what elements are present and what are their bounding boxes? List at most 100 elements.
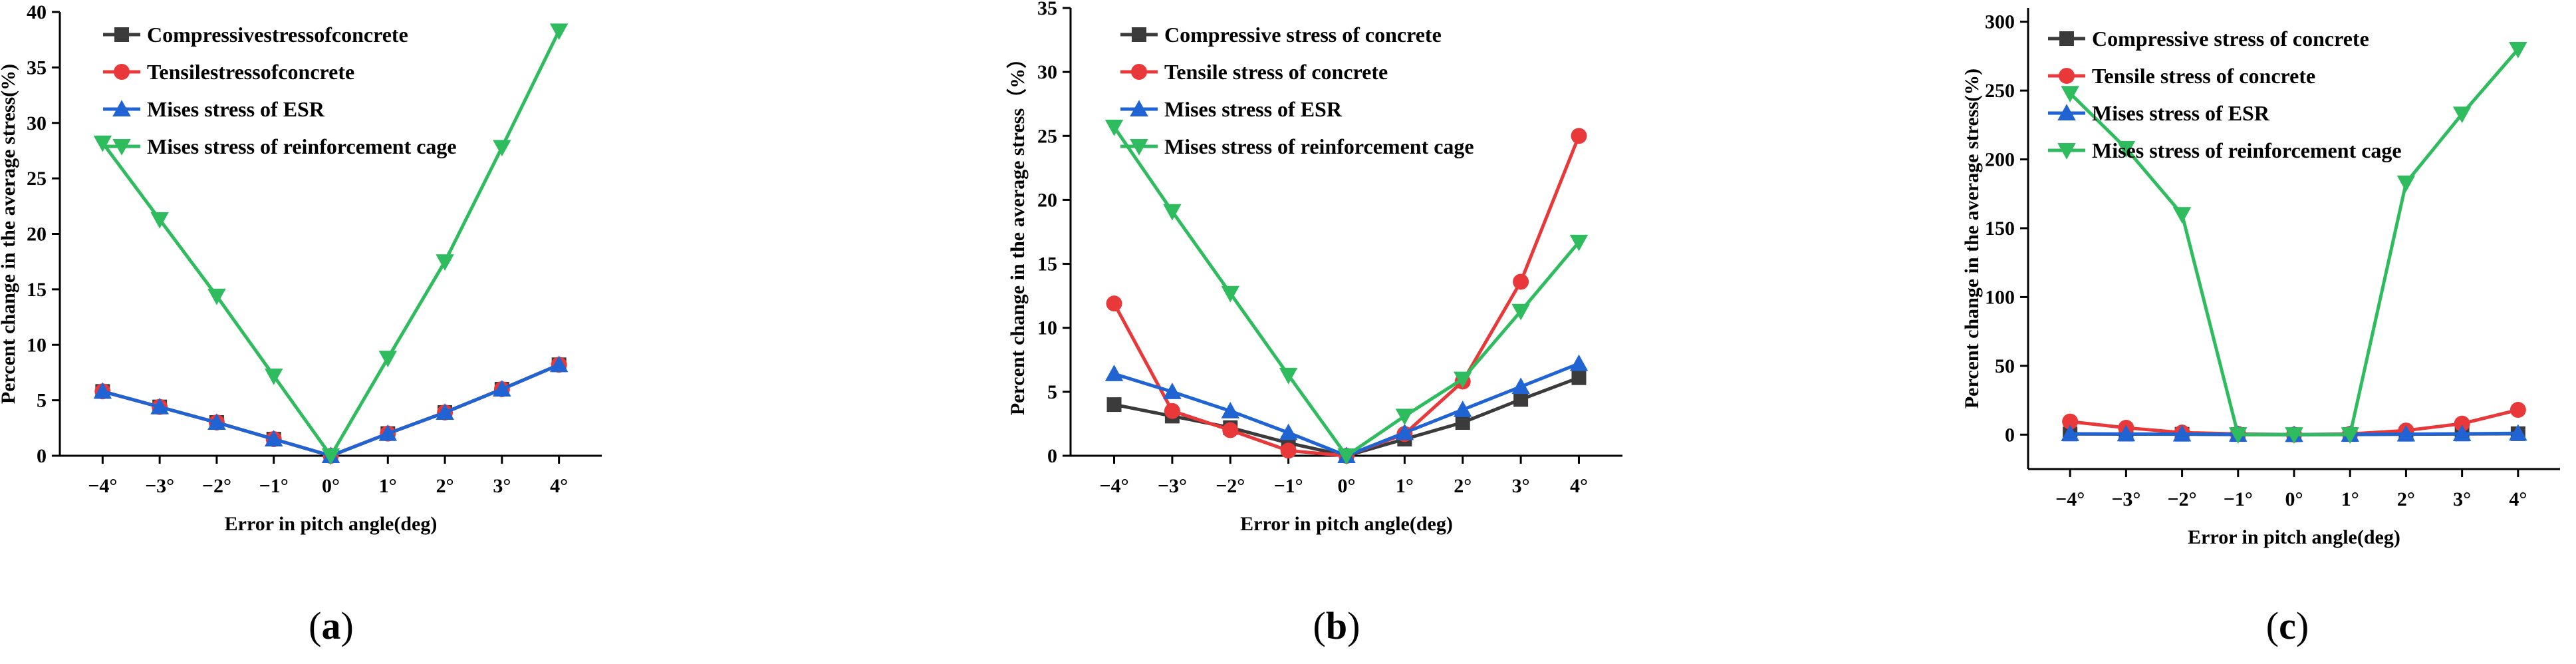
data-point-tensile: [1513, 273, 1529, 290]
caption-paren-open: (: [309, 604, 321, 647]
data-point-mises_cage: [1104, 119, 1124, 136]
data-point-mises_esr: [2117, 424, 2136, 442]
data-point-mises_esr: [436, 403, 454, 420]
x-tick-label: 4°: [1570, 475, 1588, 497]
chart-panel-a: 0 5 10 15 20 25 30 35 40 −4° −3° −2° −1° 0° 1° 2° 3° 4° Er…: [0, 1, 602, 647]
y-tick-label: 300: [1985, 11, 2015, 33]
panel-caption: (a): [309, 604, 354, 647]
series-tensile: [1106, 128, 1587, 464]
data-point-mises_cage: [436, 254, 454, 271]
legend-label: Tensile stress of concrete: [2092, 64, 2315, 88]
y-tick-label: 10: [1037, 317, 1057, 339]
legend-label: Mises stress of ESR: [1164, 97, 1343, 121]
x-tick-label: −2°: [1216, 475, 1245, 497]
data-point-mises_cage: [2117, 141, 2136, 158]
data-point-mises_esr: [1511, 377, 1530, 395]
y-tick-label: 15: [1037, 253, 1057, 275]
data-point-mises_esr: [549, 355, 569, 373]
legend-marker-compressive: [114, 27, 129, 42]
y-tick-label: 10: [27, 334, 47, 356]
series-mises_cage: [2061, 42, 2527, 444]
data-point-mises_cage: [2285, 427, 2303, 444]
data-point-mises_cage: [493, 140, 511, 157]
legend-marker-mises_esr: [1130, 100, 1148, 116]
x-tick-label: −3°: [1158, 475, 1187, 497]
x-tick-label: 3°: [1512, 475, 1530, 497]
x-tick-label: 2°: [436, 475, 454, 497]
legend-marker-tensile: [2059, 68, 2075, 84]
data-point-mises_cage: [2509, 42, 2527, 59]
y-tick-label: 0: [37, 445, 47, 467]
x-tick-label: −3°: [145, 475, 174, 497]
legend-label: Mises stress of reinforcement cage: [1164, 134, 1474, 158]
x-tick-label: 0°: [2285, 488, 2303, 510]
data-point-compressive: [1513, 392, 1529, 407]
panel-caption: (c): [2266, 604, 2309, 647]
y-tick-label: 20: [27, 224, 47, 246]
series-line-compressive: [1114, 376, 1580, 458]
legend: Compressive stress of concrete Tensile st…: [2048, 27, 2402, 162]
y-tick-label: 0: [2005, 424, 2015, 446]
y-axis-title: Percent change in the average stress(%): [0, 64, 19, 404]
data-point-mises_cage: [1569, 234, 1589, 251]
legend-label: Mises stress of ESR: [2092, 101, 2270, 125]
x-tick-label: −1°: [2224, 488, 2253, 510]
x-tick-label: −2°: [202, 475, 231, 497]
data-point-mises_cage: [1511, 303, 1530, 321]
legend-label: Tensile stress of concrete: [1164, 60, 1388, 84]
caption-letter: c: [2279, 604, 2296, 647]
legend-marker-mises_cage: [112, 139, 131, 156]
x-tick-label: −2°: [2168, 488, 2197, 510]
x-tick-label: 4°: [2509, 488, 2527, 510]
data-point-mises_esr: [264, 430, 283, 446]
y-tick-label: 25: [1037, 125, 1057, 147]
data-point-mises_cage: [264, 368, 283, 385]
x-tick-label: 2°: [2397, 488, 2415, 510]
x-tick-label: −4°: [2055, 488, 2085, 510]
data-point-mises_esr: [1279, 423, 1298, 440]
data-point-mises_cage: [2452, 106, 2472, 124]
data-point-mises_esr: [378, 424, 398, 441]
x-tick-label: 1°: [379, 475, 397, 497]
data-point-mises_esr: [1221, 401, 1240, 418]
data-point-mises_cage: [207, 288, 226, 305]
x-tick-label: −3°: [2111, 488, 2140, 510]
legend-label: Mises stress of reinforcement cage: [2092, 138, 2402, 162]
caption-paren-close: ): [1347, 604, 1360, 647]
legend-label: Mises stress of ESR: [147, 97, 325, 121]
series-line-mises_cage: [1112, 126, 1581, 458]
x-tick-label: 1°: [2341, 488, 2359, 510]
x-tick-label: 0°: [1338, 475, 1356, 497]
y-tick-label: 30: [27, 112, 47, 134]
data-point-tensile: [1106, 295, 1122, 312]
legend-marker-compressive: [1132, 27, 1146, 42]
x-axis-title: Error in pitch angle(deg): [225, 513, 438, 535]
data-point-mises_esr: [493, 380, 511, 397]
y-tick-label: 35: [1037, 0, 1057, 19]
data-point-compressive: [1106, 397, 1122, 413]
y-tick-label: 5: [1047, 381, 1057, 403]
x-tick-label: 4°: [550, 475, 568, 497]
data-point-mises_cage: [2341, 427, 2359, 444]
data-point-mises_esr: [93, 382, 112, 399]
series-line-mises_esr: [102, 363, 560, 458]
data-point-mises_esr: [150, 397, 169, 415]
data-point-tensile: [2454, 415, 2470, 432]
x-axis-title: Error in pitch angle(deg): [2188, 526, 2400, 548]
y-tick-label: 0: [1047, 445, 1057, 467]
panel-caption: (b): [1313, 604, 1360, 647]
x-tick-label: 3°: [2453, 488, 2471, 510]
chart-panel-c: 0 50 100 150 200 250 300 −4° −3° −2° −1° 0° 1° 2° 3° 4°…: [1961, 8, 2560, 647]
caption-letter: b: [1326, 604, 1347, 647]
data-point-mises_cage: [1163, 204, 1182, 221]
x-tick-label: 0°: [322, 475, 340, 497]
caption-paren-open: (: [2266, 604, 2279, 647]
data-point-mises_cage: [2396, 175, 2416, 192]
x-tick-label: 3°: [493, 475, 511, 497]
legend-marker-mises_cage: [1130, 139, 1148, 156]
y-axis-title: Percent change in the average stress(%): [1961, 69, 1983, 409]
x-tick-label: −4°: [88, 475, 117, 497]
data-point-mises_cage: [93, 135, 112, 152]
legend-marker-tensile: [114, 64, 130, 80]
